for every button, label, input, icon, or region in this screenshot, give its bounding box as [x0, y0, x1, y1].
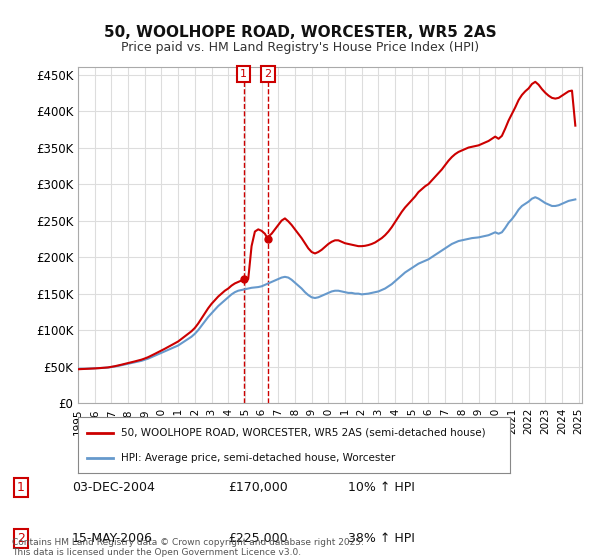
Text: 1: 1 [240, 69, 247, 79]
Text: £225,000: £225,000 [228, 532, 287, 545]
Text: Price paid vs. HM Land Registry's House Price Index (HPI): Price paid vs. HM Land Registry's House … [121, 41, 479, 54]
Text: 1: 1 [17, 481, 25, 494]
Text: £170,000: £170,000 [228, 481, 288, 494]
Text: 50, WOOLHOPE ROAD, WORCESTER, WR5 2AS (semi-detached house): 50, WOOLHOPE ROAD, WORCESTER, WR5 2AS (s… [121, 428, 486, 438]
Text: 2: 2 [17, 532, 25, 545]
Text: 15-MAY-2006: 15-MAY-2006 [72, 532, 153, 545]
Text: Contains HM Land Registry data © Crown copyright and database right 2025.
This d: Contains HM Land Registry data © Crown c… [12, 538, 364, 557]
Text: 50, WOOLHOPE ROAD, WORCESTER, WR5 2AS: 50, WOOLHOPE ROAD, WORCESTER, WR5 2AS [104, 25, 496, 40]
Text: 10% ↑ HPI: 10% ↑ HPI [348, 481, 415, 494]
Text: 38% ↑ HPI: 38% ↑ HPI [348, 532, 415, 545]
Text: HPI: Average price, semi-detached house, Worcester: HPI: Average price, semi-detached house,… [121, 452, 395, 463]
Text: 2: 2 [264, 69, 271, 79]
Text: 03-DEC-2004: 03-DEC-2004 [72, 481, 155, 494]
